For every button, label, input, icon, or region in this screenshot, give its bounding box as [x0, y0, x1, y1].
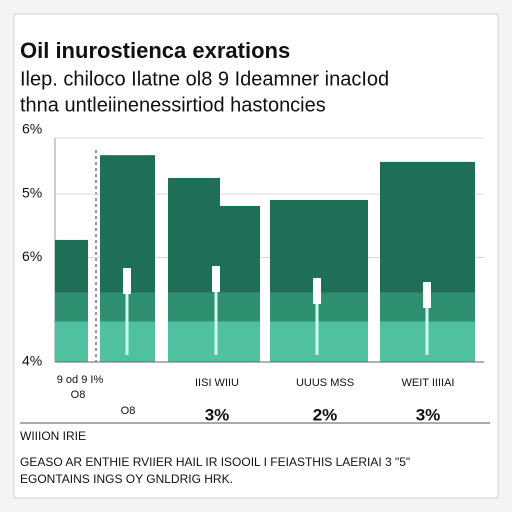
group-value: 3% — [205, 405, 230, 424]
y-tick-label: 4% — [22, 353, 42, 369]
y-tick-label: 6% — [22, 121, 42, 137]
group-label: UUUS MSS — [296, 377, 354, 389]
bar — [55, 239, 88, 362]
bar — [168, 177, 220, 362]
subtitle: Ilep. chiloco Ilatne ol8 9 Ideamner inac… — [20, 68, 389, 90]
bar — [220, 205, 260, 362]
axis-note: WIIION IRIE — [20, 429, 86, 443]
y-tick-label: 5% — [22, 185, 42, 201]
group-label: WEIT IIIIAI — [402, 377, 455, 389]
footnote: GEASO AR ENTHIE RVIIER HAIL IR ISOOIL I … — [20, 455, 410, 469]
left-note: O8 — [71, 389, 86, 401]
group-label: IISI WIIU — [195, 377, 239, 389]
marker-cap — [123, 268, 131, 294]
left-note: 9 od 9 I% — [57, 374, 104, 386]
group-value: 3% — [416, 405, 441, 424]
marker-cap — [423, 282, 431, 308]
y-tick-label: 6% — [22, 248, 42, 264]
subtitle: thna untleiinenessirtiod hastoncies — [20, 94, 326, 116]
group-value: 2% — [313, 405, 338, 424]
left-note: O8 — [121, 405, 136, 417]
marker-cap — [212, 266, 220, 292]
footnote: EGONTAINS INGS OY GNLDRIG HRK. — [20, 472, 233, 486]
marker-cap — [313, 278, 321, 304]
chart-title: Oil inurostienca exrations — [20, 38, 290, 63]
